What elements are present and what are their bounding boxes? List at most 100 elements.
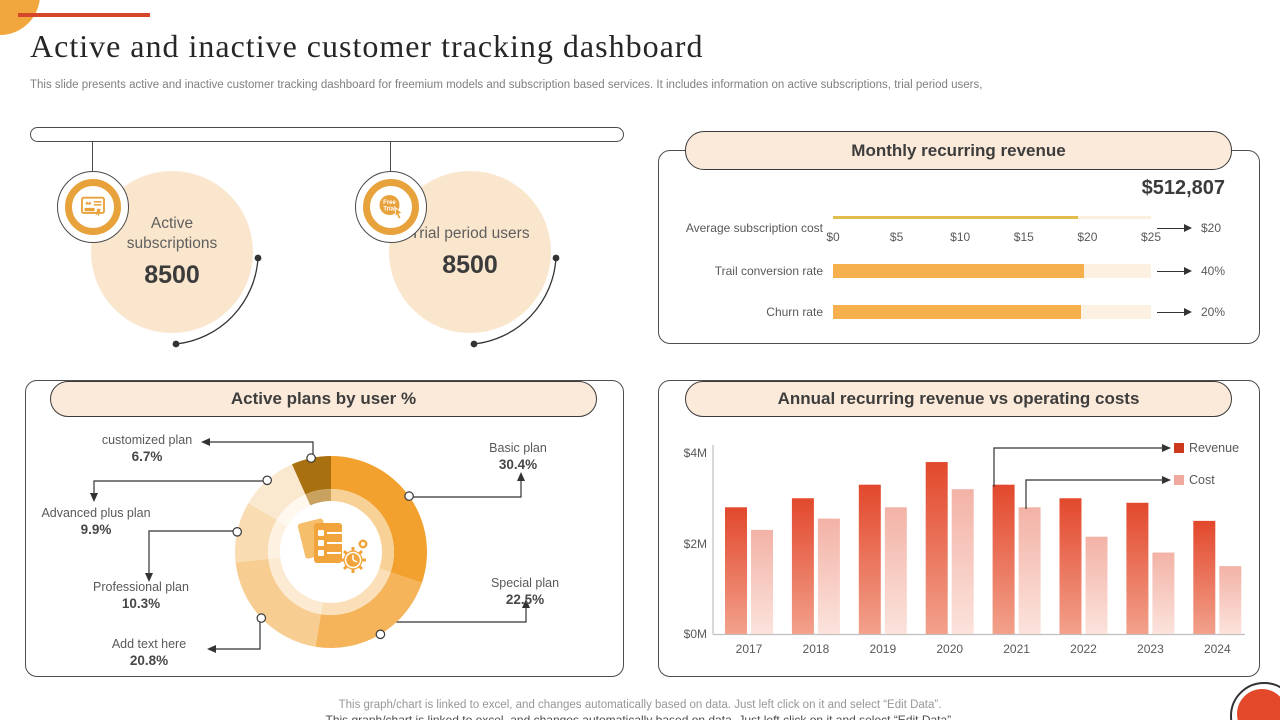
- free-trial-icon: Free Trial: [355, 171, 427, 243]
- donut-slice[interactable]: [315, 572, 422, 648]
- mrr-row-value: $20: [1201, 221, 1222, 235]
- callout-advanced-plus-plan: Advanced plus plan 9.9%: [41, 506, 151, 537]
- donut-inner-slice: [268, 519, 288, 559]
- stat-label: Active subscriptions: [126, 215, 218, 252]
- slice-anchor-dot: [306, 453, 316, 463]
- cost-bar[interactable]: [1018, 507, 1041, 634]
- mrr-row-label: Average subscription cost: [685, 221, 823, 235]
- revenue-bar[interactable]: [858, 484, 881, 634]
- mrr-panel[interactable]: $512,807 Average subscription cost $0 $5 $…: [658, 150, 1260, 344]
- bar-series[interactable]: 2017 2018 2019 2020 2021 2022 2023 2024 $4M $2M $0…: [684, 446, 1242, 656]
- donut-inner-slice: [276, 494, 311, 526]
- leader-arrowheads: [90, 438, 530, 653]
- cost-legend-swatch: [1174, 475, 1184, 485]
- year-label: 2018: [803, 642, 830, 656]
- value-arrow: [1157, 224, 1193, 233]
- y-axis-tick: $2M: [684, 537, 707, 551]
- decorative-red-line: [18, 13, 150, 17]
- checklist-gear-icon: [297, 518, 369, 573]
- revenue-bar[interactable]: [1059, 498, 1082, 634]
- value-arrow: [1157, 308, 1193, 317]
- cost-bar[interactable]: [951, 489, 974, 634]
- mrr-axis-tick: $0: [826, 230, 840, 244]
- svg-text:Free: Free: [383, 200, 396, 206]
- gear-glyph: [340, 538, 369, 573]
- cost-bar[interactable]: [817, 518, 840, 634]
- donut-inner-slice: [305, 488, 331, 506]
- icon-ring: [65, 179, 121, 235]
- subscription-certificate-icon: [57, 171, 129, 243]
- annual-panel[interactable]: 2017 2018 2019 2020 2021 2022 2023 2024 $4M $2M $0…: [658, 380, 1260, 677]
- avg-subscription-cost-bar[interactable]: [833, 216, 1151, 219]
- icon-ring: Free Trial: [363, 179, 419, 235]
- mrr-panel-title: Monthly recurring revenue: [685, 131, 1232, 170]
- page-title: Active and inactive customer tracking da…: [30, 28, 704, 64]
- trail-conversion-rate-bar[interactable]: [833, 264, 1151, 278]
- stat-connector-line: [390, 141, 392, 171]
- donut-slice[interactable]: [248, 464, 306, 520]
- revenue-bar[interactable]: [1126, 502, 1149, 634]
- donut-slice[interactable]: [235, 503, 277, 563]
- legend-label: Revenue: [1189, 441, 1240, 455]
- slice-anchor-dot: [256, 613, 267, 623]
- year-label: 2023: [1137, 642, 1164, 656]
- stat-connector-line: [92, 141, 94, 171]
- donut-inner-slice: [320, 568, 391, 616]
- revenue-bar[interactable]: [791, 498, 814, 634]
- page-subtitle: This slide presents active and inactive …: [30, 79, 983, 91]
- churn-rate-bar[interactable]: [833, 305, 1151, 319]
- donut-panel[interactable]: customized plan 6.7% Basic plan 30.4% Adva…: [25, 380, 624, 677]
- active-plans-donut-chart[interactable]: [26, 381, 623, 676]
- decorative-corner-circle: [1230, 682, 1280, 720]
- year-label: 2019: [869, 642, 896, 656]
- cost-bar[interactable]: [884, 507, 907, 634]
- certificate-glyph: [81, 196, 105, 217]
- donut-slice[interactable]: [292, 456, 331, 495]
- mrr-axis-tick: $5: [889, 230, 904, 244]
- legend-cost[interactable]: Cost: [1174, 473, 1215, 487]
- annual-revenue-cost-bar-chart[interactable]: 2017 2018 2019 2020 2021 2022 2023 2024 $4M $2M $0…: [659, 381, 1259, 676]
- year-label: 2021: [1003, 642, 1030, 656]
- cost-bar[interactable]: [1085, 536, 1108, 634]
- mrr-title-text: Monthly recurring revenue: [851, 140, 1066, 160]
- cost-bar[interactable]: [1219, 566, 1242, 634]
- donut-slices[interactable]: [232, 453, 428, 648]
- donut-title-text: Active plans by user %: [230, 389, 417, 408]
- year-label: 2022: [1070, 642, 1097, 656]
- bar-fill: [833, 264, 1085, 278]
- slice-anchor-dot: [404, 491, 414, 501]
- year-label: 2017: [736, 642, 763, 656]
- legend-arrowheads: [1162, 444, 1171, 484]
- legend-revenue[interactable]: Revenue: [1174, 441, 1239, 455]
- stats-capsule-bar: [30, 127, 624, 142]
- leader-lines: [93, 441, 527, 650]
- donut-slice[interactable]: [235, 558, 321, 647]
- callout-special-plan: Special plan 22.5%: [490, 576, 560, 607]
- revenue-legend-swatch: [1174, 443, 1184, 453]
- revenue-bar[interactable]: [925, 462, 948, 634]
- donut-slice[interactable]: [331, 456, 428, 583]
- mrr-axis-tick: $10: [950, 230, 971, 244]
- mrr-row-label: Churn rate: [766, 305, 823, 319]
- annual-panel-title: Annual recurring revenue vs operating co…: [685, 381, 1232, 417]
- slice-anchor-dot: [262, 475, 272, 486]
- revenue-bar[interactable]: [725, 507, 747, 634]
- mrr-axis-tick: $25: [1140, 230, 1162, 244]
- callout-add-text-here: Add text here 20.8%: [111, 637, 187, 668]
- mrr-total-value: $512,807: [1141, 177, 1225, 199]
- donut-panel-title: Active plans by user %: [50, 381, 597, 417]
- mrr-row-value: 20%: [1201, 305, 1226, 319]
- cost-bar[interactable]: [1152, 552, 1175, 634]
- legend-label: Cost: [1189, 473, 1215, 487]
- year-label: 2024: [1204, 642, 1231, 656]
- donut-inner-slice: [331, 489, 394, 573]
- cost-bar[interactable]: [751, 529, 773, 634]
- bar-fill: [833, 305, 1082, 319]
- slice-anchor-dot: [232, 527, 242, 537]
- revenue-bar[interactable]: [1193, 520, 1216, 634]
- revenue-bar[interactable]: [992, 484, 1015, 634]
- stat-value: 8500: [442, 251, 498, 280]
- year-label: 2020: [936, 642, 963, 656]
- y-axis-tick: $0M: [684, 627, 707, 641]
